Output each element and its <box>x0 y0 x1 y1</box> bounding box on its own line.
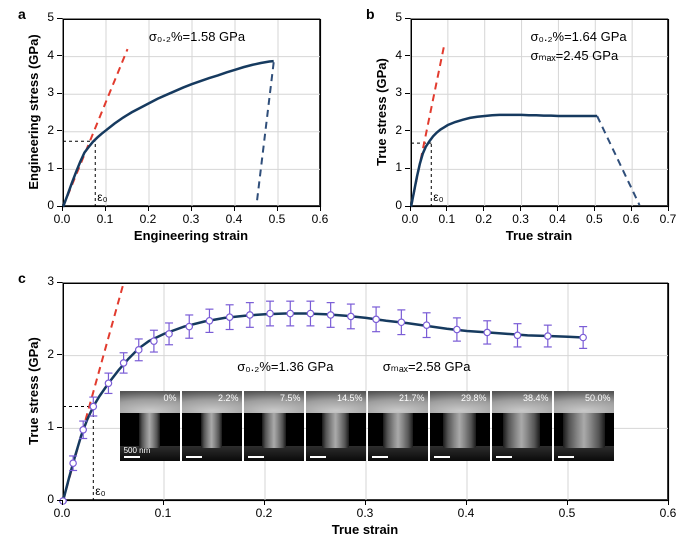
xtick-label: 0.1 <box>93 212 117 226</box>
ytick-label: 5 <box>47 10 54 24</box>
inset-strain-pct: 2.2% <box>218 393 239 403</box>
inset-strain-pct: 50.0% <box>585 393 611 403</box>
sem-inset: 21.7% <box>368 391 428 461</box>
annotation: σₘₐₓ=2.58 GPa <box>383 359 471 375</box>
xtick-label: 0.0 <box>50 506 74 520</box>
panel-letter: a <box>18 6 26 22</box>
xtick-label: 0.3 <box>509 212 533 226</box>
ytick-label: 1 <box>395 160 402 174</box>
plot-area-a <box>63 19 321 207</box>
scale-bar <box>434 456 450 458</box>
ylabel: True stress (GPa) <box>374 18 389 206</box>
epsilon-zero-label: ε₀ <box>433 190 443 204</box>
scale-bar <box>248 456 264 458</box>
xlabel: True strain <box>62 522 668 537</box>
ytick-label: 1 <box>47 419 54 433</box>
sem-inset: 29.8% <box>430 391 490 461</box>
xtick-label: 0.5 <box>555 506 579 520</box>
xtick-label: 0.6 <box>619 212 643 226</box>
inset-strain-pct: 21.7% <box>399 393 425 403</box>
xlabel: Engineering strain <box>62 228 320 243</box>
xtick-label: 0.3 <box>179 212 203 226</box>
scale-bar <box>186 456 202 458</box>
xtick-label: 0.0 <box>50 212 74 226</box>
sem-inset: 2.2% <box>182 391 242 461</box>
xtick-label: 0.2 <box>252 506 276 520</box>
xtick-label: 0.0 <box>398 212 422 226</box>
ytick-label: 1 <box>47 160 54 174</box>
xtick-label: 0.4 <box>454 506 478 520</box>
xtick-label: 0.4 <box>545 212 569 226</box>
xtick-label: 0.4 <box>222 212 246 226</box>
sem-inset: 7.5% <box>244 391 304 461</box>
scale-bar <box>558 456 574 458</box>
sem-inset: 50.0% <box>554 391 614 461</box>
panel-letter: b <box>366 6 375 22</box>
ytick-label: 2 <box>47 347 54 361</box>
stress-strain-curve <box>63 61 274 207</box>
ytick-label: 3 <box>47 274 54 288</box>
xtick-label: 0.5 <box>265 212 289 226</box>
annotation: σ₀.₂%=1.36 GPa <box>237 359 333 374</box>
ytick-label: 3 <box>395 85 402 99</box>
scale-bar <box>310 456 326 458</box>
inset-strain-pct: 29.8% <box>461 393 487 403</box>
ylabel: True stress (GPa) <box>26 282 41 500</box>
inset-strain-pct: 0% <box>164 393 177 403</box>
figure-page: { "global": { "font_tick": 12, "font_axi… <box>0 0 685 540</box>
annotation: σₘₐₓ=2.45 GPa <box>530 48 618 64</box>
inset-strain-pct: 38.4% <box>523 393 549 403</box>
ytick-label: 0 <box>47 492 54 506</box>
panel-letter: c <box>18 270 26 286</box>
sem-inset: 38.4% <box>492 391 552 461</box>
xtick-label: 0.2 <box>136 212 160 226</box>
xtick-label: 0.1 <box>151 506 175 520</box>
annotation: σ₀.₂%=1.64 GPa <box>530 29 626 44</box>
xtick-label: 0.3 <box>353 506 377 520</box>
xlabel: True strain <box>410 228 668 243</box>
inset-strain-pct: 14.5% <box>337 393 363 403</box>
panel-a <box>62 18 320 206</box>
epsilon-zero-label: ε₀ <box>97 190 107 204</box>
inset-strain-pct: 7.5% <box>280 393 301 403</box>
ytick-label: 4 <box>395 48 402 62</box>
ytick-label: 3 <box>47 85 54 99</box>
xtick-label: 0.7 <box>656 212 680 226</box>
ytick-label: 5 <box>395 10 402 24</box>
xtick-label: 0.1 <box>435 212 459 226</box>
ytick-label: 4 <box>47 48 54 62</box>
inset-row: 0% 500 nm 2.2% 7.5% 14.5% 21.7% 29.8% 38.4% 50.0… <box>120 391 614 461</box>
panel-b <box>410 18 668 206</box>
xtick-label: 0.2 <box>472 212 496 226</box>
ytick-label: 0 <box>47 198 54 212</box>
xtick-label: 0.6 <box>656 506 680 520</box>
scale-bar <box>372 456 388 458</box>
ytick-label: 0 <box>395 198 402 212</box>
sem-inset: 0% 500 nm <box>120 391 180 461</box>
sem-inset: 14.5% <box>306 391 366 461</box>
scale-bar <box>124 456 140 458</box>
scale-bar-label: 500 nm <box>124 446 151 455</box>
xtick-label: 0.5 <box>582 212 606 226</box>
ytick-label: 2 <box>395 123 402 137</box>
ylabel: Engineering stress (GPa) <box>26 18 41 206</box>
xtick-label: 0.6 <box>308 212 332 226</box>
annotation: σ₀.₂%=1.58 GPa <box>149 29 245 44</box>
epsilon-zero-label: ε₀ <box>95 484 105 498</box>
scale-bar <box>496 456 512 458</box>
ytick-label: 2 <box>47 123 54 137</box>
